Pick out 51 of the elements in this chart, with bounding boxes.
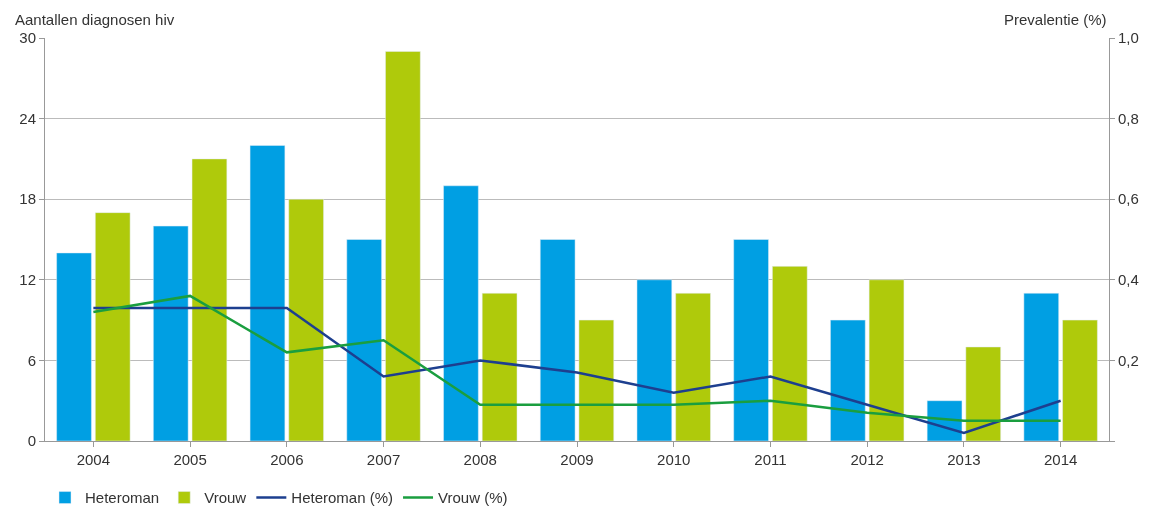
bar — [346, 239, 382, 441]
bar — [481, 292, 518, 441]
x-tick-label: 2014 — [1043, 451, 1078, 468]
bar — [733, 239, 769, 441]
x-tick-label: 2004 — [76, 451, 111, 468]
bar — [95, 212, 131, 441]
bar — [830, 319, 866, 441]
bar — [1023, 292, 1059, 441]
bar — [249, 145, 286, 441]
y2-tick-label: 0,6 — [1118, 190, 1139, 208]
bar — [56, 252, 92, 441]
y-tick-label: 12 — [19, 271, 36, 289]
bar — [868, 279, 905, 441]
legend-label: Heteroman (%) — [291, 489, 394, 507]
bar — [153, 225, 189, 441]
bar — [288, 198, 324, 441]
y-tick-label: 6 — [27, 351, 36, 369]
y2-tick-label: 0,2 — [1118, 351, 1139, 369]
x-tick-label: 2006 — [270, 451, 304, 468]
line-series — [92, 294, 1062, 423]
y-tick-label: 18 — [19, 190, 36, 208]
y2-tick-label: 1,0 — [1118, 29, 1139, 47]
y-tick-label: 24 — [19, 109, 36, 127]
x-tick-label: 2008 — [463, 451, 497, 468]
legend-label: Vrouw (%) — [438, 489, 508, 507]
bar — [578, 319, 615, 441]
bar — [385, 51, 421, 441]
bar — [191, 158, 228, 441]
x-tick-label: 2010 — [657, 451, 691, 468]
bar — [772, 266, 808, 441]
bar — [965, 346, 1001, 441]
line-series — [92, 306, 1062, 435]
y2-tick-label: 0,8 — [1118, 109, 1139, 127]
y-axis-title: Aantallen diagnosen hiv — [15, 11, 175, 28]
y-tick-label: 30 — [19, 29, 36, 47]
x-tick-label: 2012 — [850, 451, 884, 468]
legend-label: Heteroman — [85, 489, 160, 507]
y2-axis-title: Prevalentie (%) — [1004, 11, 1107, 28]
y2-tick-label: 0,4 — [1118, 271, 1139, 289]
x-tick-label: 2005 — [173, 451, 207, 468]
y-tick-label: 0 — [27, 432, 36, 450]
bar — [443, 185, 479, 441]
bar — [675, 292, 711, 441]
x-tick-label: 2013 — [947, 451, 981, 468]
x-tick-label: 2011 — [754, 451, 787, 468]
x-tick-label: 2007 — [366, 451, 401, 468]
bar — [539, 239, 576, 441]
bar — [636, 279, 673, 441]
legend-label: Vrouw — [204, 489, 247, 507]
bar — [1062, 319, 1098, 441]
x-tick-label: 2009 — [560, 451, 594, 468]
